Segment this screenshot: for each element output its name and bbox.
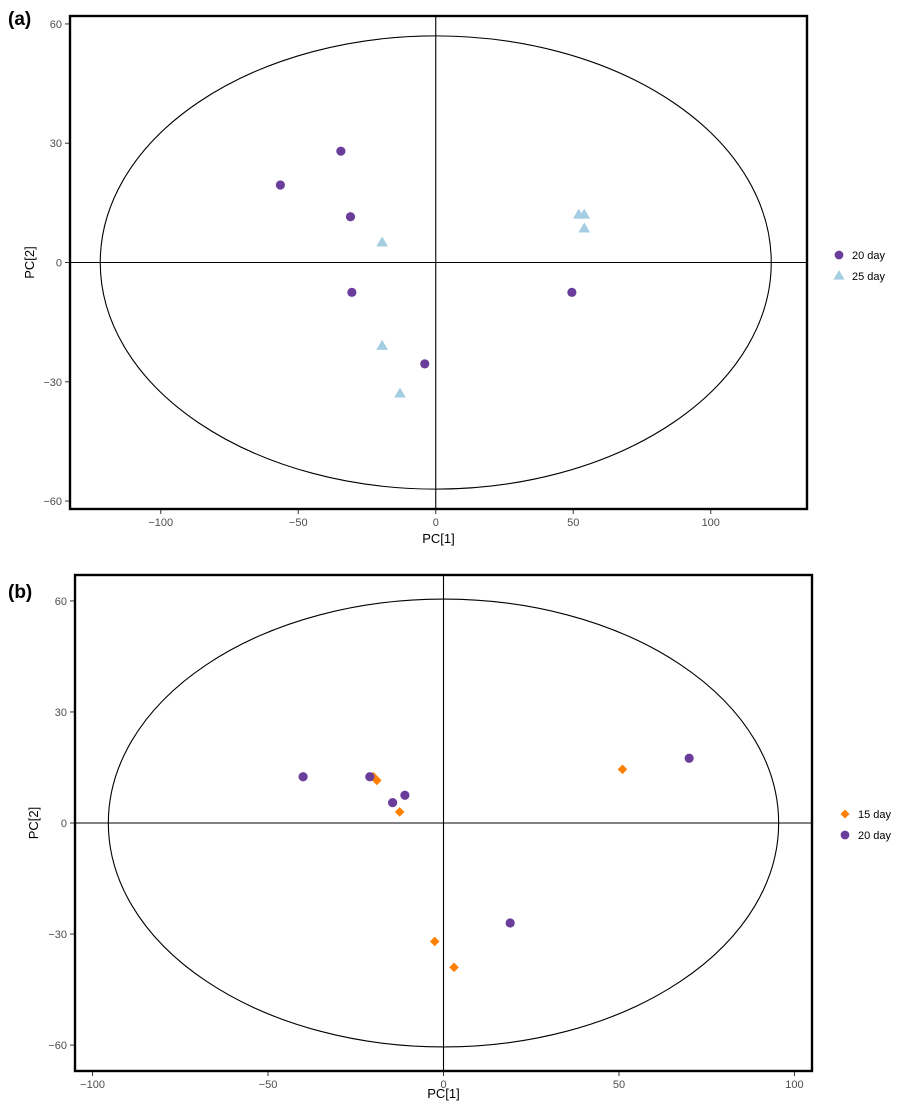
y-tick-label: −30	[48, 929, 67, 941]
y-tick-label: −60	[43, 496, 62, 508]
data-point-circle	[365, 772, 375, 782]
y-axis-title: PC[2]	[26, 807, 41, 840]
data-point-circle	[347, 287, 357, 297]
x-tick-label: 50	[567, 517, 579, 529]
x-tick-label: 0	[440, 1079, 446, 1091]
data-point-diamond	[372, 775, 382, 786]
data-point-circle	[336, 146, 346, 156]
data-point-triangle	[578, 222, 591, 233]
data-point-triangle	[376, 339, 389, 350]
panel-a: (a) −100 −50 0 50 100 −60 −30 0 30 60 PC[1] PC[2] 20 …	[8, 9, 886, 546]
panel-label: (b)	[8, 582, 32, 603]
y-tick-label: 0	[56, 258, 62, 270]
data-point-circle	[388, 798, 398, 808]
y-tick-label: 0	[61, 818, 67, 830]
y-axis-title: PC[2]	[22, 246, 37, 279]
legend-label: 15 day	[858, 809, 892, 821]
legend: 20 day 25 day	[833, 250, 886, 283]
data-point-circle	[345, 212, 356, 222]
x-tick-label: −100	[148, 517, 173, 529]
data-point-circle	[298, 772, 308, 782]
y-tick-label: 30	[55, 707, 67, 719]
data-point-circle	[275, 180, 285, 190]
x-axis-title: PC[1]	[422, 531, 455, 546]
data-point-diamond	[449, 962, 459, 973]
x-tick-label: 0	[433, 517, 439, 529]
x-tick-label: 100	[702, 517, 720, 529]
y-tick-label: 60	[50, 19, 62, 31]
data-point-triangle	[394, 387, 406, 398]
legend-key-diamond	[840, 809, 850, 819]
legend-key-circle	[840, 830, 850, 840]
y-tick-label: −30	[43, 377, 62, 389]
y-tick-label: 60	[55, 596, 67, 608]
legend-label: 25 day	[852, 271, 886, 283]
y-tick-label: −60	[48, 1040, 67, 1052]
data-point-diamond	[429, 936, 440, 947]
data-point-circle	[684, 753, 694, 763]
data-point-triangle	[376, 236, 389, 247]
x-axis-title: PC[1]	[427, 1086, 460, 1101]
data-point-diamond	[617, 764, 628, 775]
panel-label: (a)	[8, 9, 31, 30]
data-point-circle	[400, 790, 410, 800]
plot-border	[73, 573, 814, 1073]
panel-b: (b) −100 −50 0 50 100 −60 −30 0 30 60 PC[1] PC[2] 15 …	[8, 573, 892, 1101]
legend-key-circle	[834, 250, 844, 260]
legend-label: 20 day	[852, 250, 886, 262]
plot-border	[68, 14, 809, 511]
legend-label: 20 day	[858, 830, 892, 842]
data-point-diamond	[394, 807, 405, 817]
data-point-circle	[505, 918, 515, 928]
y-tick-label: 30	[50, 138, 62, 150]
legend-key-triangle	[833, 270, 845, 280]
data-point-triangle	[578, 208, 591, 219]
x-tick-label: 50	[613, 1079, 625, 1091]
legend: 15 day 20 day	[840, 809, 892, 842]
x-tick-label: −50	[259, 1079, 278, 1091]
x-tick-label: 100	[785, 1079, 803, 1091]
data-point-circle	[567, 287, 577, 297]
data-point-circle	[420, 359, 430, 369]
x-tick-label: −50	[289, 517, 308, 529]
x-tick-label: −100	[80, 1079, 105, 1091]
